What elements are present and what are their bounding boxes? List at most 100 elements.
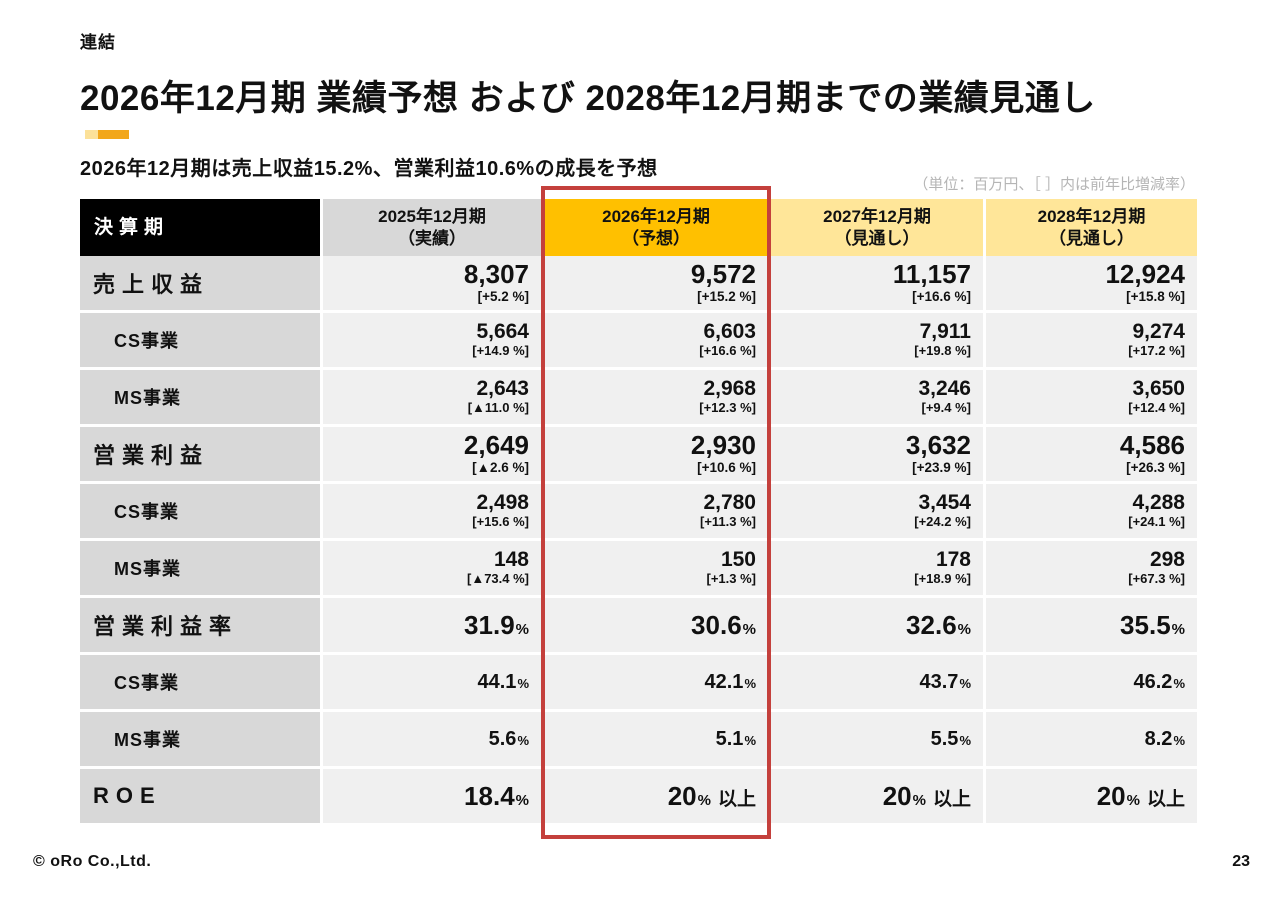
row-label-operating-margin: 営業利益率 xyxy=(80,598,320,652)
slide-subtitle: 2026年12月期は売上収益15.2%、営業利益10.6%の成長を予想 xyxy=(80,158,658,180)
value: 2,498 xyxy=(476,491,529,515)
row-label-cs-margin: CS事業 xyxy=(80,655,320,709)
value: 148 xyxy=(493,548,529,572)
value: 31.9 xyxy=(464,609,515,640)
value: 5,664 xyxy=(476,320,529,344)
percent-sign: % xyxy=(1173,675,1185,691)
yoy-label: [+19.8 %] xyxy=(914,343,971,359)
value-cell: 148 [▲73.4 %] xyxy=(323,541,541,595)
value: 18.4 xyxy=(464,780,515,811)
percent-sign: % xyxy=(957,620,971,638)
value: 3,454 xyxy=(918,491,971,515)
yoy-label: [+67.3 %] xyxy=(1128,571,1185,587)
yoy-label: [+9.4 %] xyxy=(921,400,972,416)
value: 7,911 xyxy=(919,320,971,344)
percent-sign: % xyxy=(517,732,529,748)
value: 2,643 xyxy=(476,377,529,401)
value-cell: 31.9% xyxy=(323,598,541,652)
value-cell: 9,572 [+15.2 %] xyxy=(544,256,768,310)
yoy-label: [+23.9 %] xyxy=(912,459,971,475)
company-logo: © oRo Co.,Ltd. xyxy=(33,853,151,871)
row-label-ms-margin: MS事業 xyxy=(80,712,320,766)
slide-tag: 連結 xyxy=(80,33,116,52)
value: 6,603 xyxy=(703,320,756,344)
yoy-label: [▲2.6 %] xyxy=(472,459,529,475)
value-cell: 5,664 [+14.9 %] xyxy=(323,313,541,367)
value: 5.5 xyxy=(930,727,959,750)
value: 4,586 xyxy=(1119,430,1185,461)
yoy-label: [+26.3 %] xyxy=(1126,459,1185,475)
value-cell: 5.5% xyxy=(771,712,983,766)
yoy-label: [+11.3 %] xyxy=(699,514,756,530)
or-more-label: 以上 xyxy=(1146,788,1185,810)
value-cell: 8.2% xyxy=(986,712,1197,766)
yoy-label: [+12.3 %] xyxy=(699,400,756,416)
value-cell: 3,650 [+12.4 %] xyxy=(986,370,1197,424)
page-title: 2026年12月期 業績予想 および 2028年12月期までの業績見通し xyxy=(80,79,1096,118)
title-accent-bar xyxy=(85,130,129,139)
value-cell: 20% 以上 xyxy=(986,769,1197,823)
company-name: oRo Co.,Ltd. xyxy=(50,853,152,870)
value-cell: 3,246 [+9.4 %] xyxy=(771,370,983,424)
table-header-2025: 2025年12月期 （実績） xyxy=(323,199,541,257)
yoy-label: [+15.8 %] xyxy=(1126,288,1185,304)
value-cell: 5.6% xyxy=(323,712,541,766)
value: 2,968 xyxy=(703,377,756,401)
value-cell: 2,643 [▲11.0 %] xyxy=(323,370,541,424)
table-header-2026-forecast: 2026年12月期 （予想） xyxy=(544,199,768,257)
yoy-label: [▲73.4 %] xyxy=(467,571,529,587)
value: 20 xyxy=(882,780,912,811)
value-cell: 7,911 [+19.8 %] xyxy=(771,313,983,367)
value: 9,572 xyxy=(690,259,756,290)
row-label-operating-profit: 営業利益 xyxy=(80,427,320,481)
row-label-cs-operating-profit: CS事業 xyxy=(80,484,320,538)
value: 32.6 xyxy=(906,609,957,640)
value: 3,246 xyxy=(918,377,971,401)
accent-bar-dark-segment xyxy=(98,130,129,139)
yoy-label: [+24.1 %] xyxy=(1128,514,1185,530)
value-cell: 4,586 [+26.3 %] xyxy=(986,427,1197,481)
value: 9,274 xyxy=(1132,320,1185,344)
value: 20 xyxy=(667,780,697,811)
yoy-label: [+15.2 %] xyxy=(697,288,756,304)
yoy-label: [+18.9 %] xyxy=(914,571,971,587)
table-header-2028: 2028年12月期 （見通し） xyxy=(986,199,1197,257)
value-cell: 30.6% xyxy=(544,598,768,652)
yoy-label: [+5.2 %] xyxy=(477,288,529,304)
value: 12,924 xyxy=(1105,259,1185,290)
yoy-label: [+16.6 %] xyxy=(699,343,756,359)
value: 178 xyxy=(935,548,971,572)
percent-sign: % xyxy=(1173,732,1185,748)
row-label-ms-revenue: MS事業 xyxy=(80,370,320,424)
yoy-label: [+14.9 %] xyxy=(472,343,529,359)
value: 298 xyxy=(1149,548,1185,572)
percent-sign: % xyxy=(912,791,926,809)
value-cell: 3,632 [+23.9 %] xyxy=(771,427,983,481)
value: 20 xyxy=(1096,780,1126,811)
value-cell: 11,157 [+16.6 %] xyxy=(771,256,983,310)
percent-sign: % xyxy=(1126,791,1140,809)
value-cell: 2,649 [▲2.6 %] xyxy=(323,427,541,481)
value-cell: 5.1% xyxy=(544,712,768,766)
value-cell: 150 [+1.3 %] xyxy=(544,541,768,595)
value: 44.1 xyxy=(477,670,517,693)
value-cell: 18.4% xyxy=(323,769,541,823)
value: 4,288 xyxy=(1132,491,1185,515)
value-cell: 43.7% xyxy=(771,655,983,709)
percent-sign: % xyxy=(959,675,971,691)
value-cell: 42.1% xyxy=(544,655,768,709)
value-cell: 4,288 [+24.1 %] xyxy=(986,484,1197,538)
value: 2,780 xyxy=(703,491,756,515)
value-cell: 2,498 [+15.6 %] xyxy=(323,484,541,538)
value: 2,649 xyxy=(463,430,529,461)
percent-sign: % xyxy=(744,732,756,748)
table-header-fiscal-period: 決算期 xyxy=(80,199,320,257)
value-cell: 46.2% xyxy=(986,655,1197,709)
yoy-label: [+12.4 %] xyxy=(1128,400,1185,416)
header-label: 決算期 xyxy=(94,216,170,238)
copyright-icon: © xyxy=(33,853,46,870)
yoy-label: [▲11.0 %] xyxy=(467,400,529,416)
value: 42.1 xyxy=(704,670,744,693)
row-label-roe: ROE xyxy=(80,769,320,823)
value-cell: 2,780 [+11.3 %] xyxy=(544,484,768,538)
